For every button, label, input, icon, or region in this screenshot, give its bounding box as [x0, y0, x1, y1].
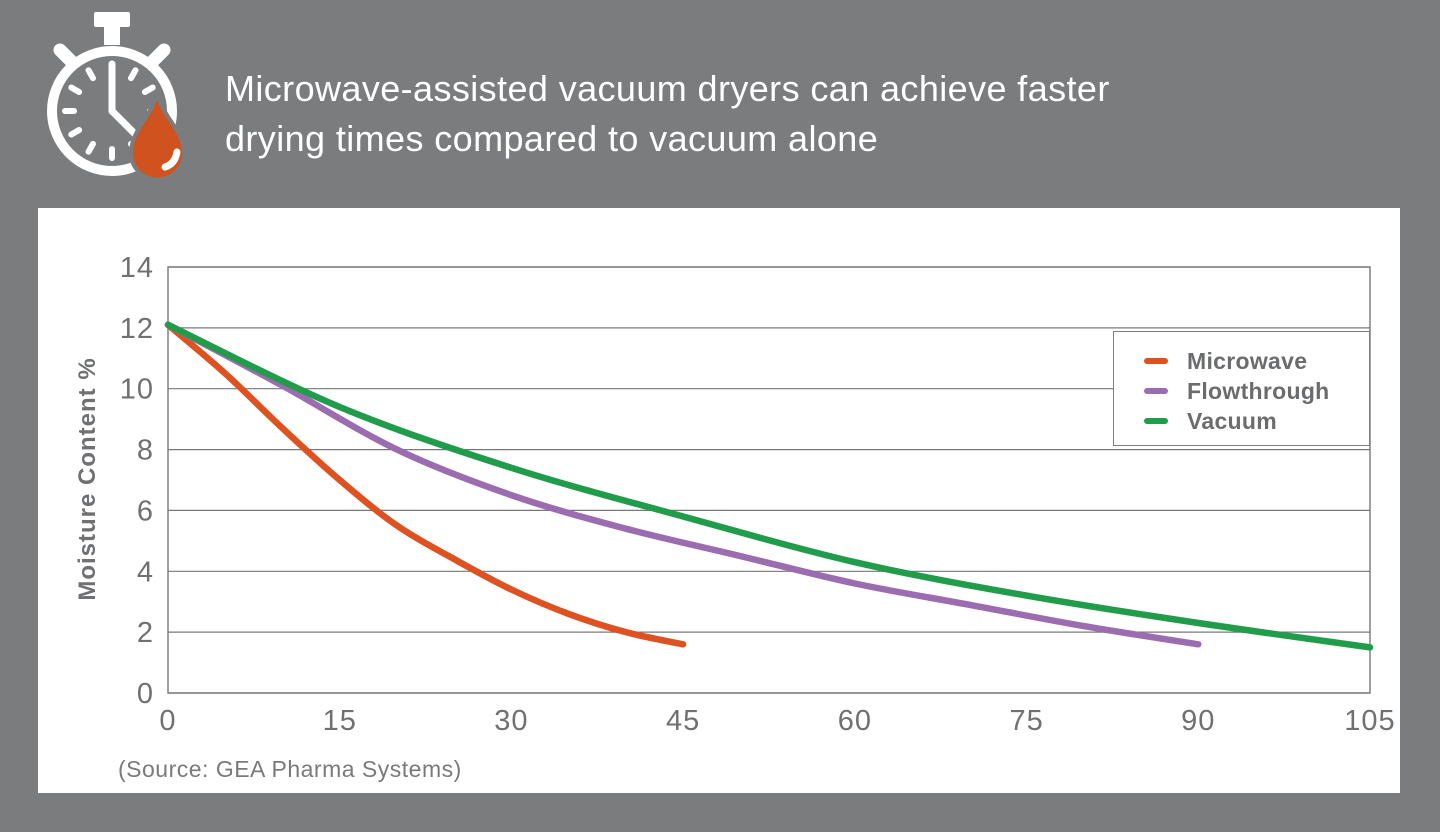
chart-title: Microwave-assisted vacuum dryers can ach…	[225, 64, 1110, 164]
y-tick-label-12: 12	[120, 313, 154, 345]
stopwatch-tick	[68, 127, 83, 138]
y-tick-label-0: 0	[137, 678, 154, 710]
legend-item-microwave: Microwave	[1114, 346, 1369, 376]
stopwatch-tick	[85, 140, 96, 155]
stopwatch-tick	[141, 84, 156, 95]
stopwatch-droplet-icon	[47, 12, 187, 182]
source-note: (Source: GEA Pharma Systems)	[118, 756, 462, 782]
legend-label-flowthrough: Flowthrough	[1187, 377, 1330, 404]
x-tick-label-105: 105	[1344, 705, 1395, 737]
x-tick-label-15: 15	[323, 705, 357, 737]
legend-swatch-vacuum	[1144, 418, 1168, 424]
y-tick-label-4: 4	[137, 556, 154, 588]
stopwatch-ring	[47, 46, 177, 176]
y-axis-label: Moisture Content %	[74, 357, 101, 600]
header: Microwave-assisted vacuum dryers can ach…	[0, 0, 1440, 208]
x-tick-label-30: 30	[494, 705, 528, 737]
legend-item-vacuum: Vacuum	[1114, 406, 1369, 436]
y-tick-label-14: 14	[120, 252, 154, 284]
stopwatch-tick	[85, 67, 96, 82]
droplet-highlight	[161, 148, 181, 171]
x-tick-label-0: 0	[159, 705, 176, 737]
chart-panel: 0 2 4 6 8 10 12 14 0 15 30 45 60 75 90 105 Moisture Cont…	[38, 208, 1400, 793]
series-line-flowthrough	[164, 321, 1202, 648]
legend-item-flowthrough: Flowthrough	[1114, 376, 1369, 406]
y-tick-label-6: 6	[137, 495, 154, 527]
x-tick-label-60: 60	[838, 705, 872, 737]
legend-swatch-flowthrough	[1144, 388, 1168, 394]
stopwatch-tick	[68, 84, 83, 95]
series-line-vacuum	[164, 321, 1374, 651]
series-line-microwave	[164, 321, 687, 648]
legend-label-microwave: Microwave	[1187, 347, 1308, 374]
stopwatch-left-button	[53, 43, 79, 69]
droplet-icon	[128, 87, 187, 182]
y-tick-label-2: 2	[137, 617, 154, 649]
plot-border	[167, 266, 1371, 694]
x-tick-label-90: 90	[1181, 705, 1215, 737]
y-tick-label-8: 8	[137, 435, 154, 467]
legend: Microwave Flowthrough Vacuum	[1113, 331, 1370, 446]
stopwatch-tick	[128, 67, 139, 82]
title-line-1: Microwave-assisted vacuum dryers can ach…	[225, 68, 1110, 109]
x-tick-label-75: 75	[1009, 705, 1043, 737]
line-chart: 0 2 4 6 8 10 12 14 0 15 30 45 60 75 90 105 Moisture Cont…	[74, 252, 1395, 737]
x-tick-label-45: 45	[666, 705, 700, 737]
y-tick-label-10: 10	[120, 374, 154, 406]
title-line-2: drying times compared to vacuum alone	[225, 118, 879, 159]
stopwatch-cap	[94, 12, 130, 27]
stopwatch-right-button	[145, 43, 171, 69]
stopwatch-stem	[104, 25, 120, 45]
legend-label-vacuum: Vacuum	[1187, 407, 1278, 434]
legend-swatch-microwave	[1144, 358, 1168, 364]
